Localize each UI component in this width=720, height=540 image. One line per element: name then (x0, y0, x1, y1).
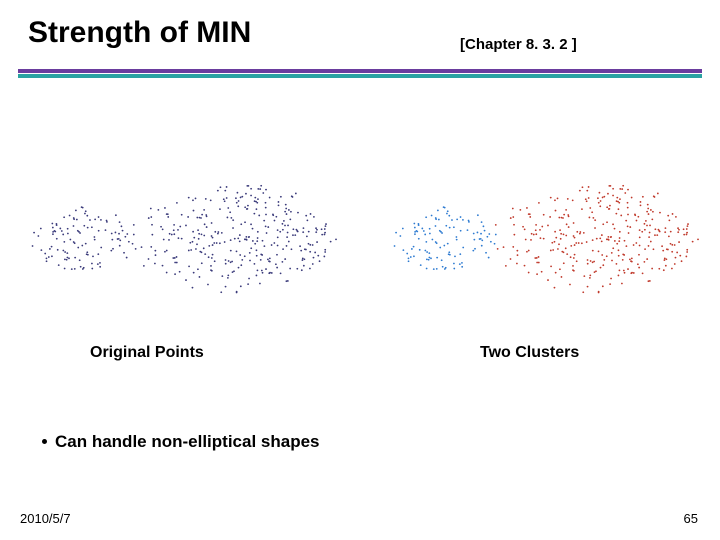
footer-page: 65 (684, 511, 698, 526)
caption-clusters: Two Clusters (480, 344, 579, 362)
rule-top (18, 69, 702, 73)
footer-date: 2010/5/7 (20, 511, 71, 526)
slide-title: Strength of MIN (28, 16, 251, 50)
bullet-item: Can handle non-elliptical shapes (42, 432, 320, 452)
bullet-dot-icon (42, 439, 47, 444)
rule-bottom (18, 74, 702, 78)
figure-original-points (28, 160, 346, 310)
caption-original: Original Points (90, 344, 204, 362)
bullet-text: Can handle non-elliptical shapes (55, 432, 320, 451)
figure-two-clusters (390, 160, 708, 310)
chapter-ref: [Chapter 8. 3. 2 ] (460, 36, 577, 53)
